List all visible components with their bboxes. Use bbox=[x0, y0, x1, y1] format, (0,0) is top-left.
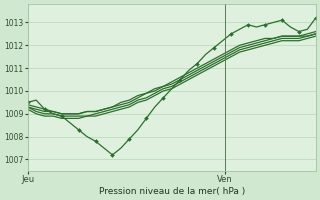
X-axis label: Pression niveau de la mer( hPa ): Pression niveau de la mer( hPa ) bbox=[99, 187, 245, 196]
